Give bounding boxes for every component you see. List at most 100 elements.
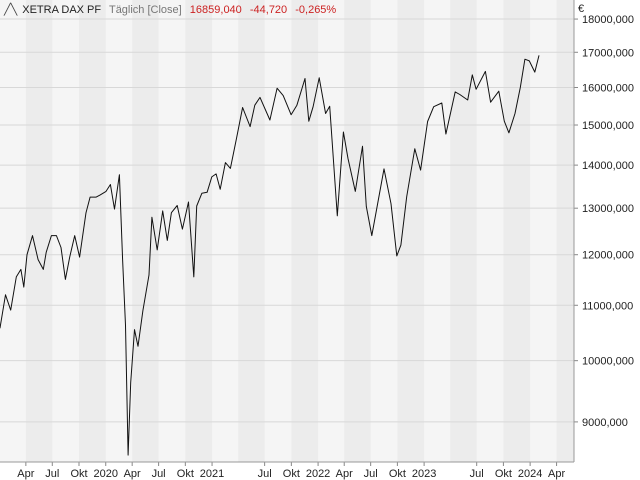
- data-point: [282, 94, 284, 96]
- data-point: [514, 112, 516, 114]
- data-point: [471, 74, 473, 76]
- quarter-band: [185, 0, 213, 462]
- data-point: [142, 309, 144, 311]
- data-point: [137, 345, 139, 347]
- quarter-band: [25, 0, 53, 462]
- x-tick-label: 2024: [518, 468, 542, 480]
- data-point: [23, 286, 25, 288]
- x-tick-label: Okt: [495, 468, 512, 480]
- y-tick-label: 11000,000: [582, 300, 633, 312]
- data-point: [73, 234, 75, 236]
- y-tick-label: 10000,000: [582, 356, 634, 368]
- chart-header: ╱╲ XETRA DAX PF Täglich [Close] 16859,040…: [4, 3, 341, 16]
- y-tick-label: 9000,000: [582, 417, 628, 429]
- data-point: [4, 294, 6, 296]
- data-point: [484, 70, 486, 72]
- x-tick-label: Apr: [17, 468, 34, 480]
- data-point: [55, 234, 57, 236]
- data-point: [99, 194, 101, 196]
- data-point: [31, 234, 33, 236]
- line-chart-icon: ╱╲: [4, 4, 18, 16]
- data-point: [528, 60, 530, 62]
- data-point: [336, 215, 338, 217]
- data-point: [176, 204, 178, 206]
- data-point: [133, 328, 135, 330]
- data-point: [124, 324, 126, 326]
- quarter-band: [397, 0, 425, 462]
- data-point: [414, 148, 416, 150]
- instrument-name: XETRA DAX PF: [22, 4, 102, 16]
- x-tick-label: Apr: [548, 468, 565, 480]
- x-tick-label: Okt: [177, 468, 194, 480]
- data-point: [15, 276, 17, 278]
- data-point: [109, 183, 111, 185]
- x-tick-label: 2020: [93, 468, 117, 480]
- data-point: [475, 88, 477, 90]
- data-point: [26, 254, 28, 256]
- data-point: [211, 176, 213, 178]
- data-point: [318, 77, 320, 79]
- data-point: [445, 133, 447, 135]
- data-point: [95, 196, 97, 198]
- data-point: [241, 106, 243, 108]
- data-point: [441, 102, 443, 104]
- data-point: [304, 77, 306, 79]
- y-tick-label: 18000,000: [582, 14, 634, 26]
- data-point: [342, 131, 344, 133]
- data-point: [466, 99, 468, 101]
- data-point: [105, 190, 107, 192]
- data-point: [454, 91, 456, 93]
- x-tick-label: Apr: [124, 468, 141, 480]
- data-point: [254, 104, 256, 106]
- y-tick-label: 15000,000: [582, 120, 634, 132]
- x-tick-label: 2022: [306, 468, 330, 480]
- data-point: [365, 205, 367, 207]
- data-point: [432, 106, 434, 108]
- data-point: [166, 239, 168, 241]
- data-point: [130, 381, 132, 383]
- data-point: [276, 87, 278, 89]
- data-point: [89, 196, 91, 198]
- data-point: [354, 190, 356, 192]
- data-point: [219, 188, 221, 190]
- price-change: -44,720: [249, 4, 288, 16]
- data-point: [308, 120, 310, 122]
- data-point: [400, 244, 402, 246]
- data-point: [187, 201, 189, 203]
- data-point: [64, 278, 66, 280]
- data-point: [269, 119, 271, 121]
- data-point: [524, 58, 526, 60]
- data-point: [235, 139, 237, 141]
- data-point: [347, 157, 349, 159]
- currency-label: €: [578, 3, 585, 15]
- data-point: [312, 106, 314, 108]
- y-tick-label: 12000,000: [582, 250, 634, 262]
- x-tick-label: 2023: [412, 468, 436, 480]
- data-point: [396, 255, 398, 257]
- x-tick-label: Jul: [152, 468, 166, 480]
- quarter-band: [238, 0, 265, 462]
- y-tick-label: 17000,000: [582, 47, 634, 59]
- data-point: [508, 132, 510, 134]
- data-point: [156, 249, 158, 251]
- last-price: 16859,040: [189, 4, 242, 16]
- data-point: [193, 276, 195, 278]
- data-point: [371, 234, 373, 236]
- x-tick-label: Okt: [283, 468, 300, 480]
- data-point: [206, 191, 208, 193]
- data-point: [50, 234, 52, 236]
- quarter-band: [344, 0, 371, 462]
- quarter-band: [291, 0, 319, 462]
- data-point: [181, 228, 183, 230]
- data-point: [459, 93, 461, 95]
- data-point: [151, 216, 153, 218]
- data-point: [20, 268, 22, 270]
- data-point: [10, 309, 12, 311]
- price-line: [0, 55, 540, 456]
- data-point: [161, 210, 163, 212]
- x-tick-label: Jul: [364, 468, 378, 480]
- data-point: [121, 258, 123, 260]
- price-change-percent: -0,265%: [295, 4, 337, 16]
- y-tick-label: 14000,000: [582, 160, 634, 172]
